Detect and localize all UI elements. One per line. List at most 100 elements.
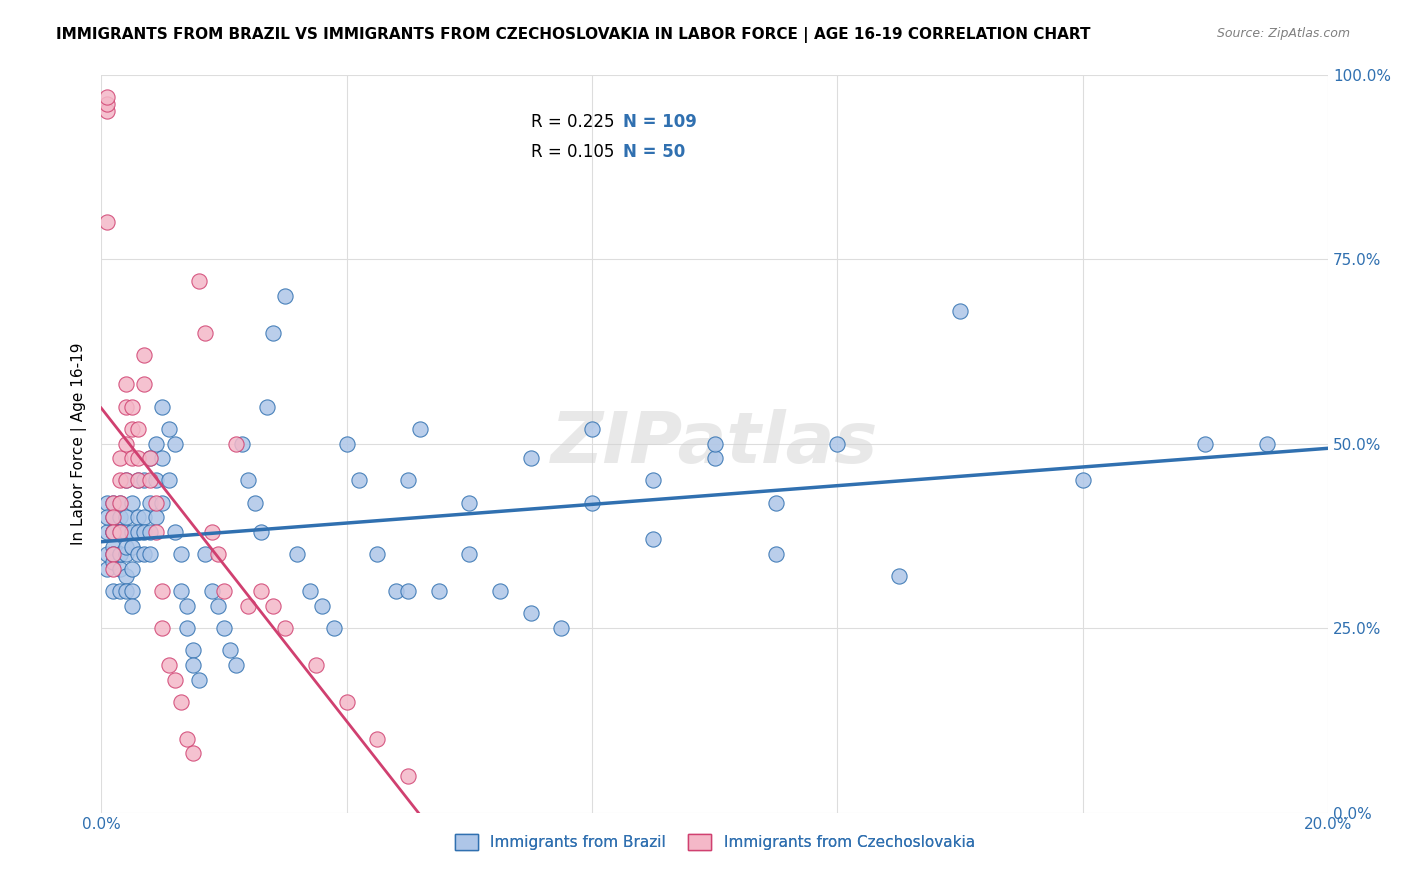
Point bbox=[170, 584, 193, 599]
Point bbox=[305, 657, 328, 672]
Text: ZIPatlas: ZIPatlas bbox=[551, 409, 879, 478]
Point bbox=[114, 400, 136, 414]
Point bbox=[145, 474, 167, 488]
Point bbox=[103, 525, 125, 540]
Point bbox=[212, 584, 235, 599]
Point bbox=[207, 547, 229, 561]
Point bbox=[139, 451, 162, 466]
Point bbox=[152, 400, 174, 414]
Point bbox=[396, 584, 419, 599]
Point bbox=[121, 495, 143, 509]
Point bbox=[225, 436, 247, 450]
Point bbox=[581, 495, 603, 509]
Point bbox=[132, 348, 155, 362]
Point bbox=[163, 525, 186, 540]
Point bbox=[108, 495, 131, 509]
Point bbox=[103, 562, 125, 576]
Point bbox=[176, 599, 198, 613]
Point bbox=[231, 436, 253, 450]
Point bbox=[519, 451, 541, 466]
Point bbox=[127, 474, 149, 488]
Point bbox=[145, 495, 167, 509]
Point bbox=[458, 495, 481, 509]
Point bbox=[262, 599, 284, 613]
Point bbox=[194, 547, 217, 561]
Point bbox=[127, 547, 149, 561]
Point bbox=[127, 451, 149, 466]
Point bbox=[550, 621, 572, 635]
Point bbox=[108, 584, 131, 599]
Point bbox=[132, 525, 155, 540]
Point bbox=[409, 422, 432, 436]
Point bbox=[96, 104, 118, 119]
Point bbox=[108, 525, 131, 540]
Text: R = 0.105: R = 0.105 bbox=[530, 143, 614, 161]
Point bbox=[96, 562, 118, 576]
Point bbox=[1071, 474, 1094, 488]
Point bbox=[157, 657, 180, 672]
Point bbox=[121, 599, 143, 613]
Point bbox=[323, 621, 346, 635]
Point bbox=[121, 451, 143, 466]
Point bbox=[103, 540, 125, 554]
Point bbox=[103, 525, 125, 540]
Point bbox=[121, 525, 143, 540]
Point bbox=[170, 695, 193, 709]
Point bbox=[108, 547, 131, 561]
Point bbox=[274, 621, 297, 635]
Point bbox=[114, 540, 136, 554]
Point bbox=[152, 584, 174, 599]
Point bbox=[200, 584, 222, 599]
Point bbox=[1256, 436, 1278, 450]
Point bbox=[827, 436, 849, 450]
Point bbox=[139, 525, 162, 540]
Point bbox=[108, 495, 131, 509]
Point bbox=[249, 584, 271, 599]
Point bbox=[103, 510, 125, 524]
Point bbox=[114, 525, 136, 540]
Point bbox=[96, 97, 118, 112]
Point bbox=[132, 547, 155, 561]
Point bbox=[335, 695, 357, 709]
Point bbox=[132, 510, 155, 524]
Point bbox=[114, 474, 136, 488]
Point bbox=[127, 510, 149, 524]
Point bbox=[103, 547, 125, 561]
Text: N = 50: N = 50 bbox=[623, 143, 685, 161]
Point bbox=[581, 422, 603, 436]
Point bbox=[181, 643, 204, 657]
Y-axis label: In Labor Force | Age 16-19: In Labor Force | Age 16-19 bbox=[72, 343, 87, 545]
Point bbox=[108, 525, 131, 540]
Point bbox=[96, 89, 118, 103]
Point bbox=[181, 657, 204, 672]
Point bbox=[114, 584, 136, 599]
Point bbox=[139, 547, 162, 561]
Point bbox=[103, 584, 125, 599]
Point bbox=[127, 525, 149, 540]
Point bbox=[212, 621, 235, 635]
Point bbox=[96, 547, 118, 561]
Point bbox=[200, 525, 222, 540]
Point bbox=[121, 540, 143, 554]
Point bbox=[207, 599, 229, 613]
Point bbox=[96, 495, 118, 509]
Point bbox=[384, 584, 406, 599]
Point bbox=[96, 525, 118, 540]
Point bbox=[139, 451, 162, 466]
Point bbox=[311, 599, 333, 613]
Point bbox=[96, 510, 118, 524]
Point bbox=[132, 377, 155, 392]
Point bbox=[121, 422, 143, 436]
Point bbox=[262, 326, 284, 340]
Point bbox=[181, 747, 204, 761]
Point bbox=[765, 495, 787, 509]
Point bbox=[108, 525, 131, 540]
Point bbox=[335, 436, 357, 450]
Legend: Immigrants from Brazil, Immigrants from Czechoslovakia: Immigrants from Brazil, Immigrants from … bbox=[449, 829, 981, 856]
Point bbox=[366, 547, 388, 561]
Point bbox=[121, 400, 143, 414]
Point bbox=[194, 326, 217, 340]
Point bbox=[108, 547, 131, 561]
Point bbox=[219, 643, 242, 657]
Point bbox=[108, 510, 131, 524]
